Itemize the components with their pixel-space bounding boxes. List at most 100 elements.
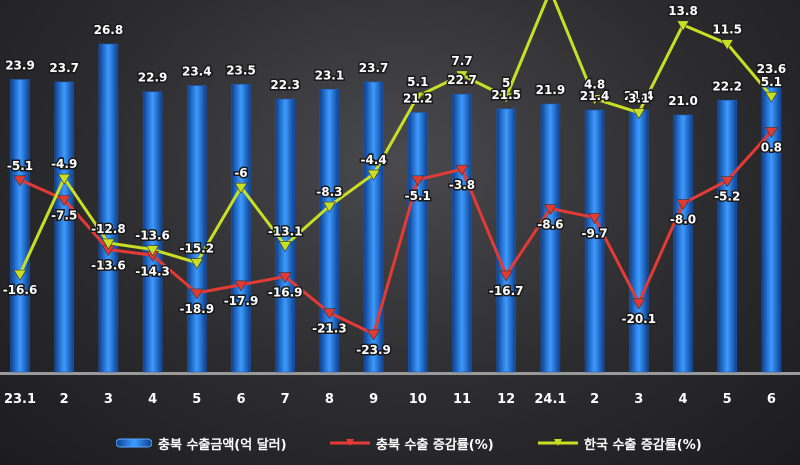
legend-green-line-swatch [538, 439, 578, 446]
korea-rate-label: -4.4 [360, 153, 386, 167]
chungbuk-rate-label: -9.7 [581, 227, 607, 241]
x-tick-label: 5 [723, 392, 732, 407]
x-tick-label: 8 [325, 392, 334, 407]
korea-rate-label: 11.5 [712, 23, 742, 37]
series-marker [676, 20, 690, 32]
legend-label-chungbuk-rate: 충북 수출 증감률(%) [376, 437, 494, 453]
bar-value-label: 23.1 [315, 68, 345, 82]
korea-rate-label: 13.8 [668, 4, 698, 18]
bar [629, 109, 649, 373]
series-marker [632, 108, 646, 120]
series-line [19, 130, 773, 336]
chungbuk-rate-label: -8.0 [670, 213, 696, 227]
korea-rate-label: -12.8 [91, 222, 126, 236]
x-tick-label: 24.1 [534, 392, 566, 407]
series-marker [234, 280, 248, 292]
x-tick-label: 3 [634, 392, 643, 407]
legend-item-chungbuk-rate: 충북 수출 증감률(%) [330, 431, 494, 455]
series-marker [13, 175, 27, 187]
series-marker [588, 94, 602, 106]
chungbuk-rate-label: -17.9 [224, 294, 259, 308]
korea-rate-label: -16.6 [3, 283, 38, 297]
chungbuk-rate-label: -3.8 [449, 178, 475, 192]
bar-value-label: 21.5 [491, 88, 521, 102]
korea-rate-label: -15.2 [180, 242, 215, 256]
x-tick-label: 11 [453, 392, 471, 407]
series-marker [278, 272, 292, 284]
bar-value-label: 26.8 [94, 23, 124, 37]
series-marker [322, 201, 336, 213]
bar [540, 103, 561, 373]
bar [717, 100, 737, 373]
series-marker [543, 204, 557, 216]
bar-value-label: 23.9 [5, 58, 35, 72]
x-tick-label: 2 [590, 392, 599, 407]
series-marker [367, 169, 381, 181]
x-tick-label: 10 [409, 392, 427, 407]
series-marker [499, 270, 513, 282]
series-marker [455, 164, 469, 176]
korea-rate-label: 5.1 [761, 75, 782, 89]
x-tick-label: 4 [678, 392, 687, 407]
series-marker [632, 298, 646, 310]
x-tick-label: 5 [192, 392, 201, 407]
series-marker [588, 213, 602, 225]
bar [496, 108, 516, 373]
series-marker [13, 269, 27, 281]
x-tick-label: 6 [767, 392, 776, 407]
bar [319, 89, 340, 373]
series-marker [764, 127, 778, 139]
korea-rate-label: -8.3 [316, 185, 342, 199]
x-tick-label: 4 [148, 392, 157, 407]
bar [452, 93, 472, 373]
bar [231, 84, 251, 373]
bar-value-label: 22.3 [270, 78, 300, 92]
korea-rate-label: 4.8 [584, 78, 605, 92]
chungbuk-rate-label: -14.3 [135, 264, 170, 278]
bar-value-label: 21.4 [580, 89, 610, 103]
series-marker [499, 92, 513, 104]
bar-value-label: 21.0 [668, 94, 698, 108]
chungbuk-rate-label: -16.9 [268, 286, 303, 300]
bar [10, 79, 30, 373]
korea-rate-label: 3.1 [628, 92, 649, 106]
legend-item-bars: 충북 수출금액(억 달러) [116, 431, 287, 455]
series-marker [411, 91, 425, 103]
series-marker [190, 258, 204, 270]
legend-item-korea-rate: 한국 수출 증감률(%) [538, 431, 702, 455]
x-tick-label: 2 [60, 392, 69, 407]
series-marker [57, 173, 71, 185]
x-tick-label: 9 [369, 392, 378, 407]
series-marker [101, 238, 115, 250]
series-marker [720, 39, 734, 51]
x-tick-label: 7 [281, 392, 290, 407]
x-tick-label: 3 [104, 392, 113, 407]
bar [761, 82, 782, 373]
bar [187, 85, 207, 373]
series-marker [411, 175, 425, 187]
x-tick-label: 6 [236, 392, 245, 407]
series-marker [367, 329, 381, 341]
bar-value-label: 21.4 [624, 89, 654, 103]
chungbuk-rate-label: -5.1 [405, 189, 431, 203]
korea-rate-label: 5 [502, 76, 510, 90]
bar-value-label: 22.9 [138, 71, 168, 85]
chungbuk-rate-label: -5.1 [7, 159, 33, 173]
bar-value-label: 21.2 [403, 92, 433, 106]
chungbuk-rate-label: -20.1 [622, 312, 657, 326]
korea-rate-label: 7.7 [451, 54, 472, 68]
series-marker [57, 195, 71, 207]
korea-rate-label: -13.1 [268, 224, 303, 238]
korea-rate-label: -6 [234, 166, 247, 180]
bar-value-label: 22.7 [447, 73, 477, 87]
x-tick-label: 12 [497, 392, 515, 407]
chungbuk-rate-label: -23.9 [356, 343, 391, 357]
chungbuk-rate-label: -13.6 [91, 259, 126, 273]
series-marker [720, 176, 734, 188]
x-axis-line [0, 372, 800, 375]
series-marker [190, 288, 204, 300]
chungbuk-rate-label: -5.2 [714, 190, 740, 204]
bar [54, 81, 74, 373]
legend: 충북 수출금액(억 달러) 충북 수출 증감률(%) 한국 수출 증감률(%) [0, 425, 800, 465]
